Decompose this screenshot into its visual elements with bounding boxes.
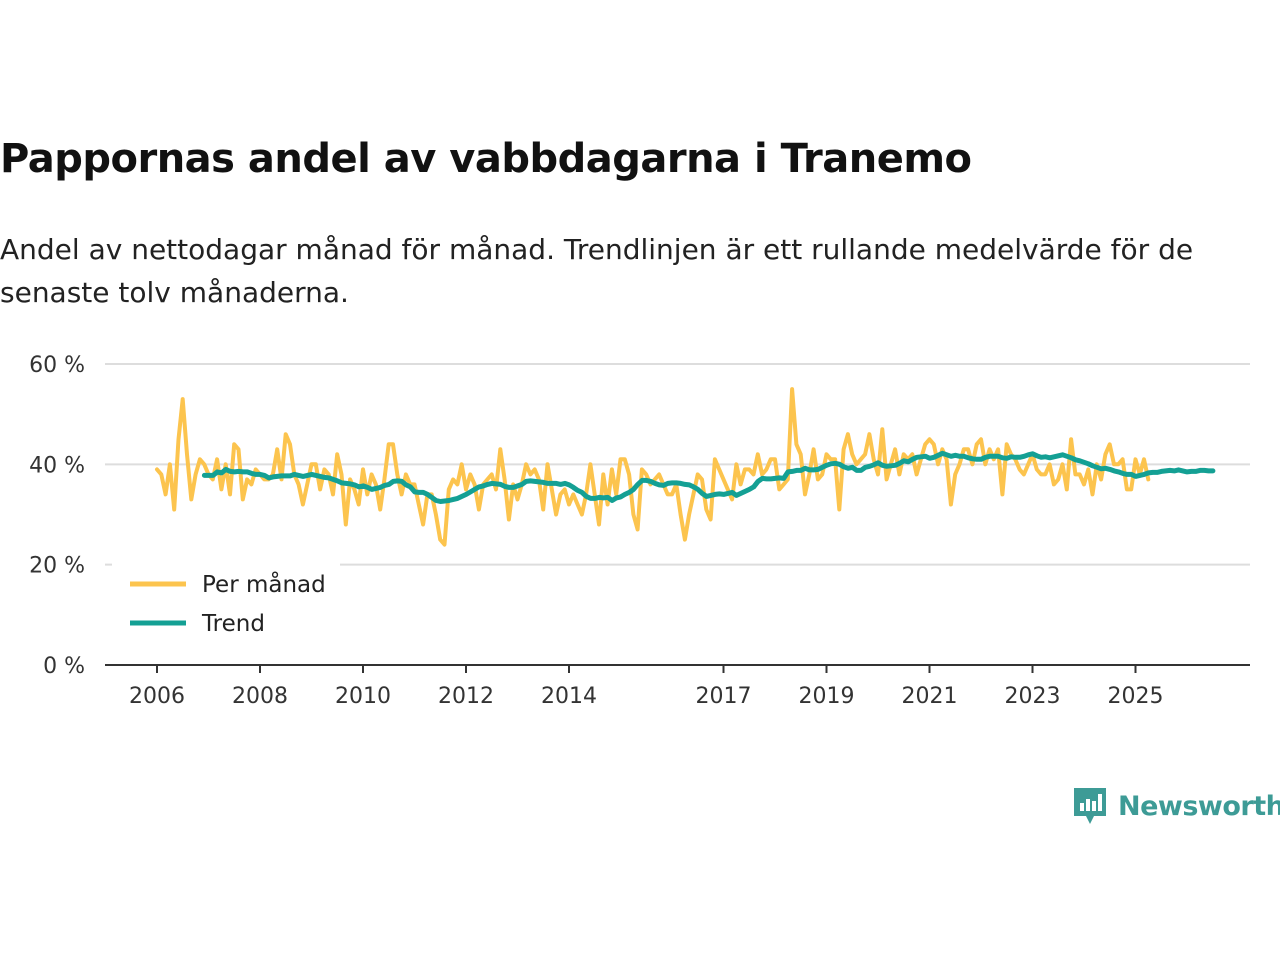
y-tick-label: 60 % [29, 353, 85, 378]
x-tick-label: 2025 [1108, 684, 1164, 709]
legend-label: Trend [201, 611, 265, 637]
x-tick-label: 2021 [902, 684, 958, 709]
y-tick-label: 20 % [29, 554, 85, 579]
legend: Per månad Trend [112, 560, 340, 650]
legend-label: Per månad [202, 570, 326, 598]
x-tick-label: 2008 [232, 684, 288, 709]
x-tick-label: 2010 [335, 684, 391, 709]
x-tick-label: 2017 [696, 684, 752, 709]
chart-subtitle: Andel av nettodagar månad för månad. Tre… [0, 233, 1194, 309]
x-axis-ticks: 2006 2008 2010 2012 2014 2017 2019 2021 2023 2025 [129, 665, 1164, 709]
line-chart: 0 % 20 % 40 % 60 % 2006 2008 2010 2012 2014 2017… [29, 353, 1250, 709]
series-line-per-manad [155, 387, 1151, 547]
brand-name: Newsworthy [1118, 790, 1280, 822]
series-line-trend [201, 450, 1216, 504]
series-lines [155, 387, 1216, 547]
x-tick-label: 2014 [541, 684, 597, 709]
brand-logo: Newsworthy [1072, 786, 1280, 826]
newsworthy-logo-icon [1074, 788, 1106, 824]
gridlines [105, 363, 1250, 666]
legend-background [112, 560, 340, 650]
x-tick-label: 2006 [129, 684, 185, 709]
y-axis-ticks: 0 % 20 % 40 % 60 % [29, 353, 85, 679]
x-tick-label: 2012 [438, 684, 494, 709]
y-tick-label: 0 % [43, 654, 85, 679]
y-tick-label: 40 % [29, 453, 85, 478]
x-tick-label: 2019 [799, 684, 855, 709]
x-tick-label: 2023 [1005, 684, 1061, 709]
chart-title: Pappornas andel av vabbdagarna i Tranemo [0, 136, 972, 182]
